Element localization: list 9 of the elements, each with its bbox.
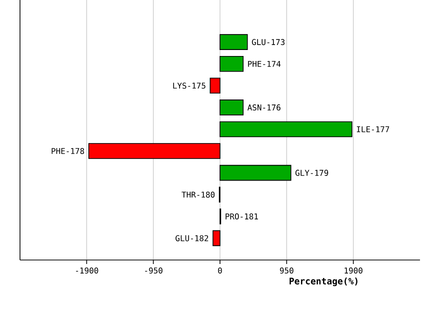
- bar: [220, 100, 244, 116]
- bar: [212, 230, 220, 246]
- bar: [220, 121, 352, 138]
- bar: [88, 143, 220, 159]
- bar: [220, 164, 292, 181]
- x-axis-title: Percentage(%): [290, 278, 358, 286]
- bar: [210, 78, 220, 94]
- bar: [220, 56, 244, 72]
- bar: [220, 34, 248, 50]
